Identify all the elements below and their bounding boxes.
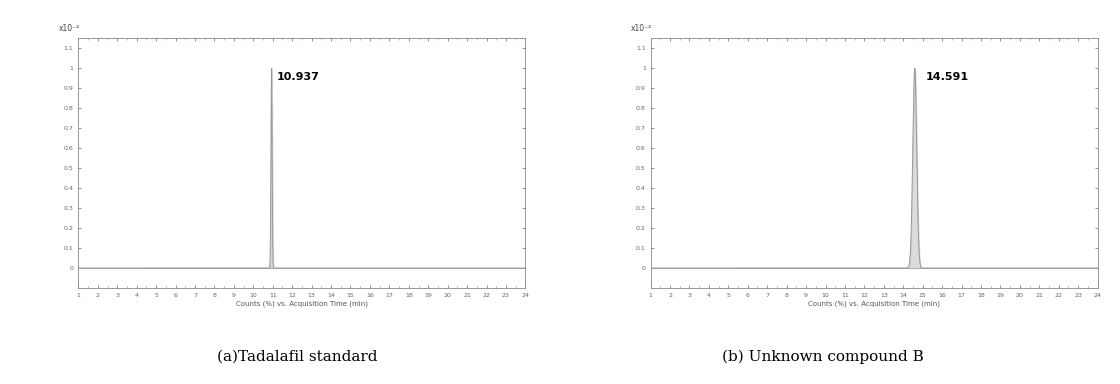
- Text: x10⁻²: x10⁻²: [58, 25, 80, 33]
- Text: (b) Unknown compound B: (b) Unknown compound B: [722, 350, 924, 364]
- Text: 10.937: 10.937: [277, 72, 319, 82]
- Text: x10⁻²: x10⁻²: [631, 25, 652, 33]
- Text: 14.591: 14.591: [925, 72, 969, 82]
- X-axis label: Counts (%) vs. Acquisition Time (min): Counts (%) vs. Acquisition Time (min): [236, 301, 367, 307]
- Text: (a)Tadalafil standard: (a)Tadalafil standard: [216, 350, 377, 364]
- X-axis label: Counts (%) vs. Acquisition Time (min): Counts (%) vs. Acquisition Time (min): [809, 301, 940, 307]
